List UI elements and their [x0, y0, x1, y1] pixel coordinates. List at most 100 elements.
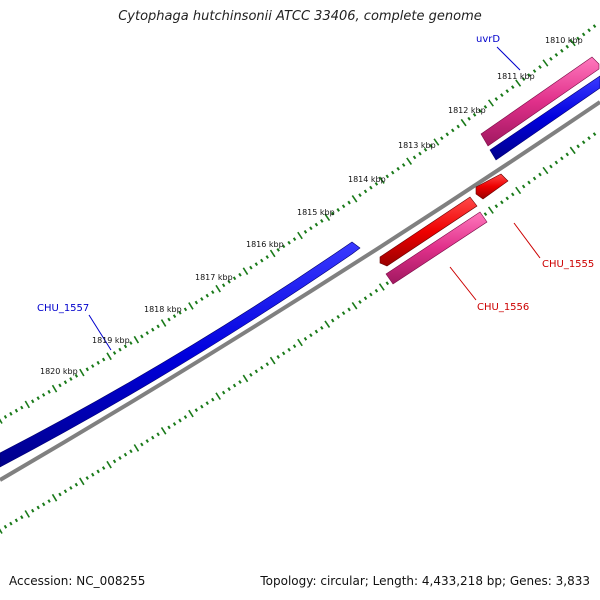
map-title: Cytophaga hutchinsonii ATCC 33406, compl… — [118, 9, 482, 24]
outer-minor-tick — [85, 367, 89, 372]
gene-uvrd-feature[interactable] — [489, 75, 600, 161]
outer-minor-tick — [265, 255, 269, 259]
outer-minor-tick — [112, 351, 117, 355]
inner-minor-tick — [211, 397, 215, 402]
outer-minor-tick — [221, 283, 226, 288]
inner-major-tick — [515, 186, 522, 195]
inner-major-tick — [160, 426, 167, 435]
outer-minor-tick — [145, 331, 149, 335]
inner-minor-tick — [527, 180, 531, 185]
gene-chu1555-feature[interactable] — [475, 173, 509, 200]
tick-label-1817: 1817 kbp — [195, 273, 233, 282]
accession-text: Accession: NC_008255 — [9, 574, 146, 588]
outer-major-tick — [269, 249, 276, 258]
inner-minor-tick — [194, 408, 199, 412]
outer-major-tick — [297, 231, 303, 240]
outer-minor-tick — [560, 48, 564, 53]
inner-minor-tick — [227, 387, 231, 391]
outer-minor-tick — [363, 189, 368, 194]
inner-minor-tick — [63, 489, 68, 494]
inner-minor-tick — [31, 508, 35, 513]
outer-minor-tick — [538, 65, 542, 69]
outer-minor-tick — [129, 341, 133, 345]
outer-minor-tick — [483, 105, 488, 109]
outer-minor-tick — [549, 57, 553, 61]
gene-red-feature[interactable] — [379, 196, 478, 267]
outer-minor-tick — [36, 396, 40, 400]
inner-minor-tick — [287, 347, 291, 352]
chu1555-leader — [513, 222, 541, 259]
outer-major-tick — [569, 38, 576, 47]
inner-minor-tick — [374, 288, 379, 293]
inner-minor-tick — [500, 200, 504, 205]
inner-minor-tick — [494, 204, 499, 209]
outer-minor-tick — [249, 265, 253, 270]
gene-chu1556-feature[interactable] — [385, 211, 488, 285]
gene-label-uvrd[interactable]: uvrD — [476, 34, 500, 45]
inner-major-tick — [569, 146, 576, 155]
inner-minor-tick — [58, 492, 62, 497]
inner-minor-tick — [276, 355, 280, 359]
tick-label-1820: 1820 kbp — [40, 367, 78, 376]
inner-minor-tick — [483, 212, 488, 216]
inner-minor-tick — [341, 311, 346, 316]
outer-major-tick — [351, 195, 358, 203]
inner-minor-tick — [123, 452, 128, 457]
outer-minor-tick — [320, 219, 324, 223]
outer-minor-tick — [565, 44, 570, 49]
outer-minor-tick — [276, 248, 280, 252]
inner-major-tick — [79, 477, 85, 486]
outer-minor-tick — [581, 32, 586, 37]
inner-minor-tick — [85, 476, 89, 480]
gene-uvrd-pink-feature[interactable] — [480, 56, 600, 147]
tick-label-1818: 1818 kbp — [144, 305, 182, 314]
outer-minor-tick — [151, 327, 155, 332]
outer-minor-tick — [183, 307, 188, 312]
inner-minor-tick — [91, 472, 95, 477]
inner-minor-tick — [532, 176, 537, 181]
inner-minor-tick — [254, 369, 259, 374]
gene-chu1557-feature[interactable] — [0, 241, 361, 468]
inner-minor-tick — [314, 329, 319, 334]
outer-minor-tick — [450, 128, 455, 133]
outer-minor-tick — [500, 93, 504, 97]
outer-major-tick — [215, 284, 221, 293]
outer-minor-tick — [260, 258, 264, 263]
inner-minor-tick — [101, 466, 106, 470]
inner-minor-tick — [205, 401, 209, 406]
inner-minor-tick — [74, 482, 79, 487]
inner-minor-tick — [592, 132, 597, 136]
inner-major-tick — [542, 166, 549, 175]
outer-minor-tick — [254, 262, 259, 267]
inner-minor-tick — [9, 521, 13, 526]
outer-major-tick — [188, 302, 194, 310]
outer-minor-tick — [358, 193, 362, 197]
uvrd-leader — [496, 46, 521, 71]
outer-minor-tick — [341, 204, 346, 209]
outer-minor-tick — [281, 244, 286, 249]
inner-minor-tick — [238, 380, 242, 384]
inner-minor-tick — [47, 499, 51, 503]
outer-minor-tick — [101, 357, 106, 362]
outer-minor-tick — [74, 373, 79, 378]
outer-minor-tick — [467, 116, 471, 121]
inner-minor-tick — [221, 390, 226, 395]
outer-minor-tick — [374, 182, 379, 186]
inner-minor-tick — [320, 326, 324, 330]
outer-minor-tick — [292, 237, 297, 241]
genome-summary-text: Topology: circular; Length: 4,433,218 bp… — [260, 574, 590, 588]
outer-minor-tick — [200, 297, 204, 301]
inner-minor-tick — [369, 292, 373, 297]
inner-major-tick — [487, 206, 494, 214]
gene-label-chu1557[interactable]: CHU_1557 — [37, 303, 89, 314]
gene-label-chu1555[interactable]: CHU_1555 — [542, 259, 594, 270]
inner-minor-tick — [363, 296, 368, 301]
outer-minor-tick — [527, 73, 531, 77]
outer-minor-tick — [9, 411, 13, 416]
outer-minor-tick — [412, 155, 417, 160]
outer-minor-tick — [303, 229, 308, 234]
inner-minor-tick — [385, 281, 390, 286]
outer-major-tick — [487, 99, 494, 107]
inner-major-tick — [133, 444, 140, 452]
gene-label-chu1556[interactable]: CHU_1556 — [477, 302, 529, 313]
